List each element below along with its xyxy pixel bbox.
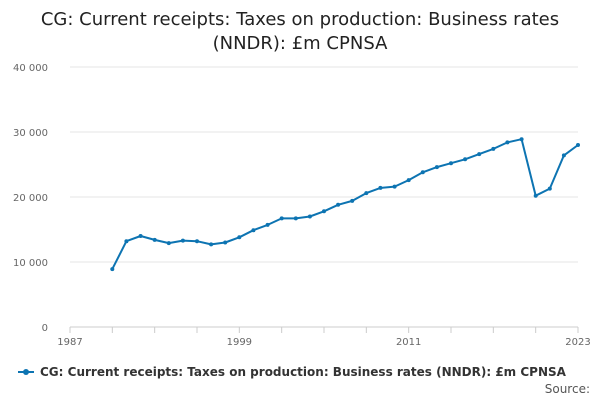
data-point <box>463 157 468 162</box>
data-point <box>519 137 524 142</box>
data-point <box>561 153 566 158</box>
chart-title: CG: Current receipts: Taxes on productio… <box>40 9 560 54</box>
y-tick-label: 10 000 <box>13 258 48 269</box>
data-point <box>505 140 510 145</box>
data-point <box>195 239 199 244</box>
y-axis-labels: 0 10 000 20 000 30 000 40 000 <box>13 63 48 334</box>
data-point <box>180 238 185 243</box>
legend-label: CG: Current receipts: Taxes on productio… <box>40 365 566 379</box>
data-point <box>293 216 298 221</box>
data-point <box>209 242 214 247</box>
data-point <box>406 178 411 183</box>
x-tick-label: 1999 <box>227 337 252 348</box>
data-point <box>434 165 439 170</box>
data-point <box>124 239 129 244</box>
x-axis <box>69 326 579 333</box>
data-point <box>138 234 143 238</box>
data-point <box>322 209 326 214</box>
y-tick-label: 40 000 <box>13 63 48 74</box>
data-point <box>533 193 538 198</box>
series-group <box>110 137 580 272</box>
gridlines <box>70 66 578 263</box>
y-tick-label: 20 000 <box>13 193 48 204</box>
data-point <box>364 191 369 196</box>
x-tick-label: 1987 <box>57 337 82 348</box>
series-line <box>111 138 579 270</box>
data-point <box>449 161 453 166</box>
data-point <box>152 237 157 242</box>
y-tick-label: 30 000 <box>13 128 48 139</box>
data-point <box>265 222 270 227</box>
x-tick-label: 2023 <box>565 337 590 348</box>
data-point <box>251 228 256 233</box>
data-point <box>420 170 425 175</box>
data-point <box>378 185 383 190</box>
data-point <box>576 143 580 147</box>
data-point <box>491 146 496 151</box>
source-label: Source: <box>544 382 590 396</box>
data-point <box>166 241 171 246</box>
data-point <box>279 216 284 221</box>
x-tick-label: 2011 <box>396 337 421 348</box>
data-point <box>477 152 482 157</box>
x-axis-labels: 1987 1999 2011 2023 <box>57 337 590 348</box>
data-point <box>350 198 355 203</box>
data-point <box>392 184 397 189</box>
y-tick-label: 0 <box>42 323 48 334</box>
data-point <box>223 240 228 245</box>
data-point <box>237 235 242 240</box>
data-point <box>547 186 552 191</box>
data-point <box>336 202 341 207</box>
legend-swatch-icon <box>18 366 34 378</box>
data-point <box>110 267 115 272</box>
data-point <box>307 214 312 219</box>
legend: CG: Current receipts: Taxes on productio… <box>18 365 566 379</box>
